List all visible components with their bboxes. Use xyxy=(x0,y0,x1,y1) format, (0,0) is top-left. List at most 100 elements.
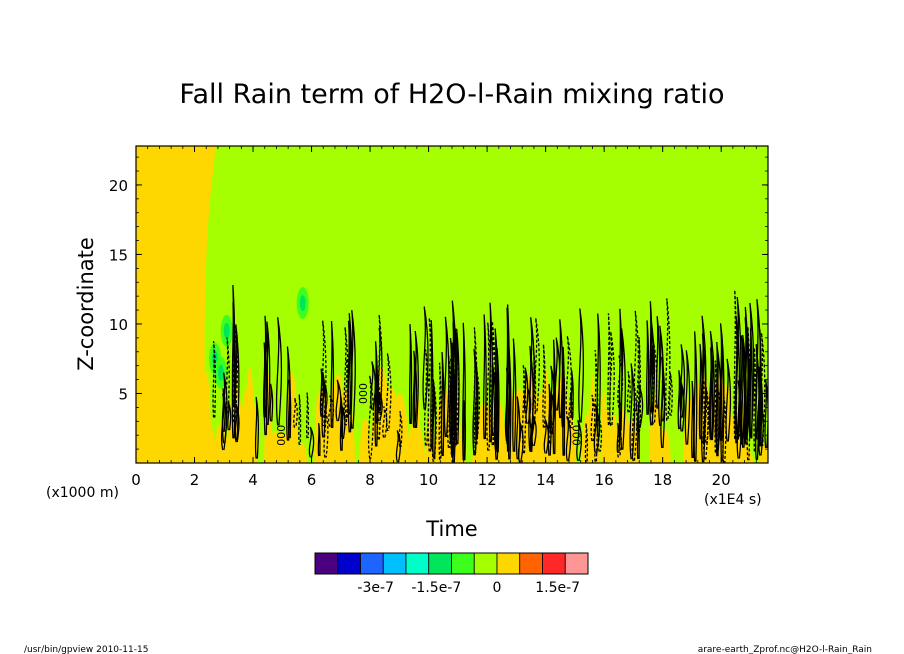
y-tick-label: 15 xyxy=(109,246,128,264)
plot-area: 000 000 000 xyxy=(135,145,769,464)
contour-line xyxy=(562,346,566,456)
contour-line xyxy=(327,395,335,427)
x-tick-label: 2 xyxy=(190,471,200,489)
contour-line xyxy=(633,310,639,412)
contour-line xyxy=(569,394,574,429)
contour-line xyxy=(528,345,534,452)
contour-line xyxy=(593,350,599,462)
colorbar-swatch xyxy=(519,552,543,575)
x-axis-label: Time xyxy=(425,517,477,541)
contour-line xyxy=(759,332,766,447)
contour-line xyxy=(609,331,615,426)
contour-line xyxy=(448,337,455,438)
contour-line xyxy=(474,362,479,440)
contour-line xyxy=(262,342,267,418)
contour-line xyxy=(645,320,650,415)
rain-streak xyxy=(379,448,386,463)
contour-line xyxy=(584,423,589,463)
contour-line xyxy=(715,346,722,451)
contour-line xyxy=(756,366,764,441)
x-tick-label: 14 xyxy=(536,471,555,489)
contour-line xyxy=(398,411,403,447)
x-tick-label: 0 xyxy=(131,471,141,489)
contour-layer xyxy=(212,284,768,463)
contour-line xyxy=(382,406,388,438)
contour-line xyxy=(493,328,499,447)
contour-line xyxy=(432,383,437,459)
contour-line xyxy=(286,346,291,441)
contour-line xyxy=(443,316,450,438)
negative-core xyxy=(223,322,230,339)
contour-label: 000 xyxy=(571,425,584,446)
colorbar-label: -1.5e-7 xyxy=(411,580,461,596)
x-tick-label: 10 xyxy=(419,471,438,489)
contour-line xyxy=(660,356,666,449)
contour-line xyxy=(619,328,626,450)
contour-line xyxy=(263,315,269,436)
contour-line xyxy=(708,330,715,440)
contour-line xyxy=(506,304,510,452)
contour-line xyxy=(438,362,442,460)
contour-line xyxy=(221,393,228,451)
y-axis-label: Z-coordinate xyxy=(74,237,98,371)
contour-line xyxy=(617,355,624,409)
contour-line xyxy=(665,298,671,421)
contour-line xyxy=(430,320,434,450)
contour-line xyxy=(616,422,621,454)
contour-line xyxy=(275,317,283,426)
contour-line xyxy=(343,327,349,426)
contour-label: 000 xyxy=(357,383,370,404)
contour-line xyxy=(455,328,460,445)
contour-line xyxy=(305,392,310,439)
contour-line xyxy=(347,313,353,433)
colorbar-swatch xyxy=(473,552,498,575)
contour-line xyxy=(607,313,611,426)
contour-line xyxy=(350,310,356,429)
rain-streak xyxy=(297,442,307,463)
contour-line xyxy=(298,394,302,445)
x-tick-label: 6 xyxy=(307,471,317,489)
contour-line xyxy=(367,375,375,459)
contour-line xyxy=(597,418,603,452)
negative-core xyxy=(299,295,306,312)
contour-line xyxy=(374,341,379,447)
contour-line xyxy=(578,308,585,423)
contour-line xyxy=(293,397,298,428)
colorbar-swatch xyxy=(451,552,475,575)
contour-line xyxy=(254,396,260,459)
contour-line xyxy=(321,320,327,427)
contour-line xyxy=(521,364,527,454)
contour-line xyxy=(701,333,707,463)
contour-line xyxy=(385,353,392,431)
contour-line xyxy=(448,358,456,442)
contour-line xyxy=(565,335,572,420)
x-tick-label: 12 xyxy=(478,471,497,489)
rain-streak xyxy=(604,407,611,463)
colorbar-label: 1.5e-7 xyxy=(535,580,580,596)
footer-left: /usr/bin/gpview 2010-11-15 xyxy=(24,645,148,654)
contour-line xyxy=(486,322,492,451)
contour-line xyxy=(231,284,236,408)
contour-line xyxy=(370,361,376,410)
contour-line xyxy=(395,430,401,463)
contour-line xyxy=(734,315,741,444)
x-tick-label: 8 xyxy=(365,471,375,489)
contour-line xyxy=(377,314,383,414)
contour-line xyxy=(488,302,493,443)
contour-line xyxy=(626,371,631,413)
rain-streak xyxy=(267,431,283,463)
contour-line xyxy=(668,372,673,416)
contour-line xyxy=(743,317,749,440)
contour-line xyxy=(319,368,325,417)
contour-line xyxy=(629,363,636,460)
contour-line xyxy=(549,365,556,435)
contour-line xyxy=(321,371,327,438)
colorbar-swatch xyxy=(382,552,407,575)
y-unit-note: (x1000 m) xyxy=(46,485,119,501)
contour-line xyxy=(512,338,517,452)
colorbar-label: 0 xyxy=(493,580,502,596)
rain-streak xyxy=(202,397,212,463)
y-tick-label: 5 xyxy=(118,385,128,403)
contour-line xyxy=(755,299,762,440)
